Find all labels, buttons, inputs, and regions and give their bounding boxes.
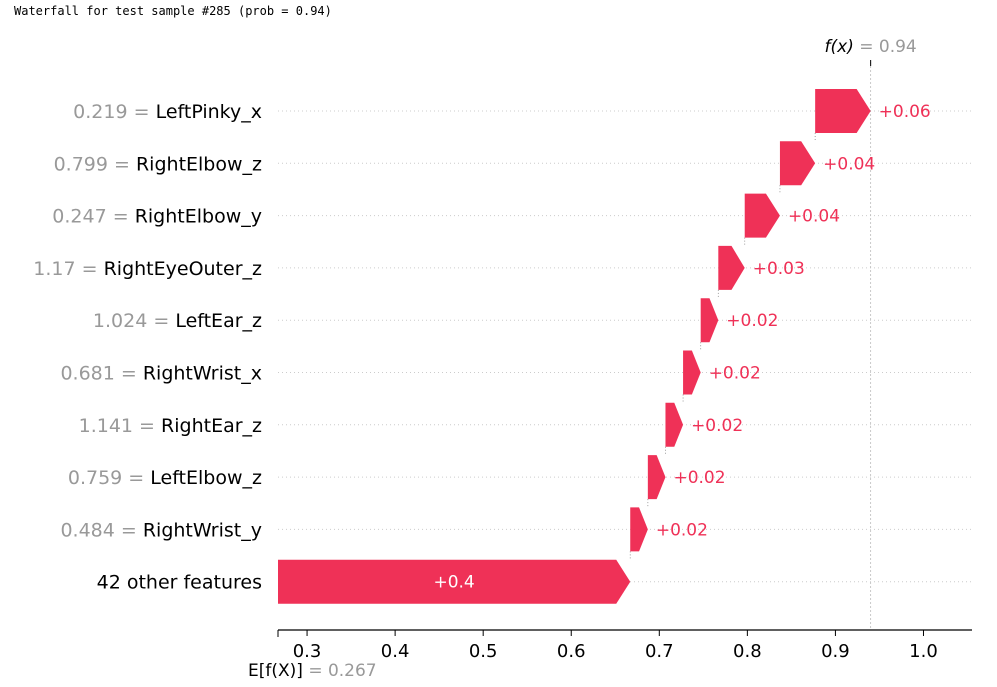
waterfall-bar <box>665 402 684 447</box>
chart-caption: Waterfall for test sample #285 (prob = 0… <box>14 4 332 18</box>
waterfall-bar <box>278 559 631 604</box>
feature-name: RightWrist_y <box>143 519 262 541</box>
feature-name: RightElbow_z <box>136 153 262 175</box>
feature-name: RightEyeOuter_z <box>104 258 262 280</box>
contribution-label: +0.06 <box>879 102 931 122</box>
feature-name: LeftElbow_z <box>150 467 262 489</box>
feature-name: RightWrist_x <box>143 363 262 385</box>
contribution-label: +0.04 <box>823 154 875 174</box>
x-axis: 0.3 0.4 0.5 0.6 0.7 0.8 0.9 1.0 <box>277 629 972 662</box>
x-tick-label: 0.6 <box>557 641 586 662</box>
waterfall-bar <box>700 298 719 343</box>
reference-lines <box>629 60 872 630</box>
x-tick-label: 0.4 <box>381 641 410 662</box>
feature-name: RightElbow_y <box>135 206 262 228</box>
annotations: +0.06 +0.04 +0.04 +0.03 +0.02 +0.02 +0.02 +0.02… <box>248 37 931 681</box>
feature-label: 1.024 = LeftEar_z <box>93 310 262 332</box>
contribution-label: +0.02 <box>673 468 725 488</box>
contribution-label: +0.4 <box>433 573 474 593</box>
waterfall-bar <box>718 245 745 290</box>
feature-label: 1.141 = RightEar_z <box>79 415 262 437</box>
feature-value: 1.17 = <box>33 258 103 280</box>
feature-name: LeftEar_z <box>175 310 262 332</box>
feature-value: 0.484 = <box>60 519 142 541</box>
feature-value: 0.759 = <box>68 467 150 489</box>
fx-value: = 0.94 <box>859 37 917 57</box>
feature-name: 42 other features <box>97 572 262 594</box>
feature-name: RightEar_z <box>161 415 262 437</box>
feature-label: 0.799 = RightElbow_z <box>54 153 262 175</box>
x-tick-label: 0.7 <box>645 641 674 662</box>
bars-group <box>278 89 871 604</box>
x-tick-label: 1.0 <box>909 641 938 662</box>
feature-value: 0.247 = <box>52 206 134 228</box>
waterfall-bar <box>630 507 648 552</box>
waterfall-bar <box>744 193 780 238</box>
feature-value: 0.799 = <box>54 153 136 175</box>
fx-symbol: f(x) <box>825 37 860 57</box>
waterfall-bar <box>815 89 871 133</box>
x-tick-label: 0.8 <box>733 641 762 662</box>
contribution-label: +0.02 <box>726 311 778 331</box>
feature-value: 1.024 = <box>93 310 175 332</box>
waterfall-bar <box>647 455 666 500</box>
contribution-label: +0.02 <box>656 520 708 540</box>
feature-value: 1.141 = <box>79 415 161 437</box>
x-tick-label: 0.9 <box>821 641 850 662</box>
feature-label: 42 other features <box>97 572 262 594</box>
fx-label: f(x) = 0.94 <box>825 37 917 57</box>
x-tick-label: 0.5 <box>469 641 498 662</box>
waterfall-bar <box>779 141 816 186</box>
feature-value: 0.681 = <box>60 363 142 385</box>
contribution-label: +0.02 <box>709 364 761 384</box>
efx-symbol: E[f(X)] <box>248 661 308 681</box>
feature-label: 0.247 = RightElbow_y <box>52 206 262 228</box>
feature-labels: 0.219 = LeftPinky_x0.799 = RightElbow_z0… <box>33 101 262 594</box>
row-gridlines <box>278 110 972 583</box>
contribution-label: +0.03 <box>753 259 805 279</box>
feature-name: LeftPinky_x <box>156 101 262 123</box>
contribution-label: +0.04 <box>788 207 840 227</box>
x-tick-label: 0.3 <box>293 641 322 662</box>
feature-value: 0.219 = <box>73 101 155 123</box>
feature-label: 1.17 = RightEyeOuter_z <box>33 258 262 280</box>
feature-label: 0.484 = RightWrist_y <box>60 519 262 541</box>
efx-value: = 0.267 <box>308 661 376 681</box>
feature-label: 0.759 = LeftElbow_z <box>68 467 262 489</box>
efx-label: E[f(X)] = 0.267 <box>248 661 377 681</box>
feature-label: 0.219 = LeftPinky_x <box>73 101 262 123</box>
feature-label: 0.681 = RightWrist_x <box>60 363 262 385</box>
waterfall-bar <box>683 350 701 395</box>
contribution-label: +0.02 <box>691 416 743 436</box>
